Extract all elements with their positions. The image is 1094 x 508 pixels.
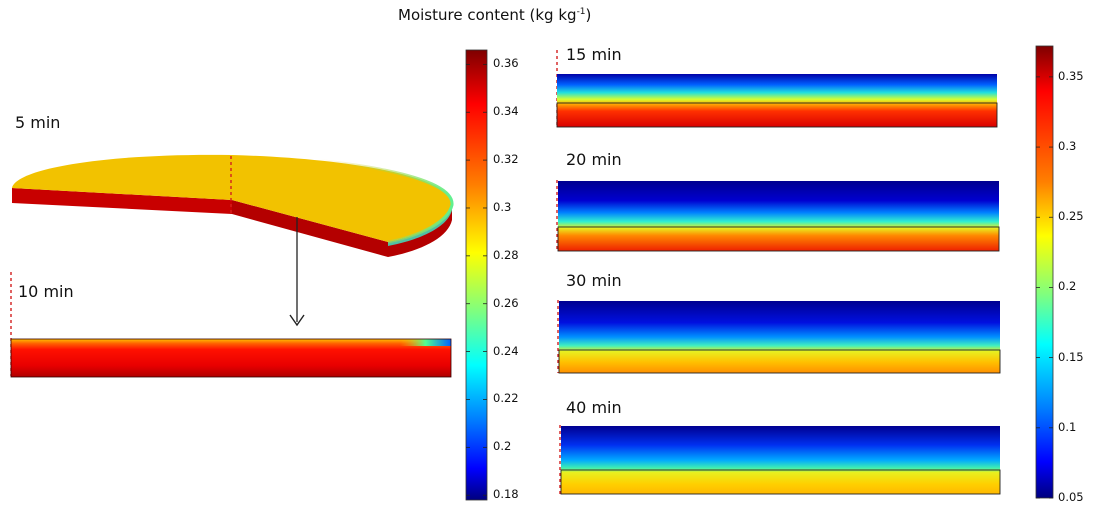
- slab-20-min: [556, 180, 1000, 252]
- label-30-min: 30 min: [566, 271, 622, 290]
- colorbar-left-tick-label: 0.24: [493, 343, 519, 358]
- slab-40-min: [559, 425, 1001, 495]
- colorbar-left-tick-label: 0.22: [493, 391, 519, 406]
- slab-40-body: [561, 426, 1000, 494]
- colorbar-right-tick-label: 0.05: [1058, 490, 1084, 504]
- colorbar-left: [465, 49, 488, 501]
- title-text: Moisture content (kg kg: [398, 6, 577, 24]
- slab-30-lower-box: [558, 349, 1001, 374]
- figure-title: Moisture content (kg kg-1): [398, 6, 591, 24]
- colorbar-right: [1035, 45, 1054, 499]
- slab-30-min: [557, 300, 1001, 374]
- colorbar-right-tick-label: 0.1: [1058, 419, 1077, 434]
- label-15-min: 15 min: [566, 45, 622, 64]
- colorbar-left-tick-label: 0.34: [493, 104, 519, 119]
- disc-5-min: [10, 153, 454, 327]
- colorbar-left-tick-label: 0.36: [493, 56, 519, 71]
- colorbar-left-tick-label: 0.28: [493, 247, 519, 262]
- arrow-head: [289, 314, 305, 327]
- colorbar-left-tick-label: 0.18: [493, 487, 519, 502]
- colorbar-right-tick-label: 0.35: [1058, 68, 1084, 83]
- colorbar-right-tick-label: 0.15: [1058, 349, 1084, 364]
- slab-10-outline: [10, 338, 452, 378]
- title-superscript: -1: [576, 7, 586, 17]
- colorbar-right-tick-label: 0.25: [1058, 209, 1084, 224]
- label-10-min: 10 min: [18, 282, 74, 301]
- label-40-min: 40 min: [566, 398, 622, 417]
- colorbar-left-ticks: [466, 63, 487, 496]
- disc-5-top: [12, 154, 453, 242]
- colorbar-right-ticks: [1036, 76, 1053, 499]
- slab-20-lower-box: [557, 226, 1000, 252]
- slab-15-min: [556, 50, 998, 128]
- slab-10-min: [10, 272, 452, 378]
- colorbar-right-tick-label: 0.2: [1058, 279, 1077, 294]
- slab-15-body: [557, 74, 997, 127]
- colorbar-right-bar: [1035, 45, 1054, 499]
- label-20-min: 20 min: [566, 150, 622, 169]
- disc-5-top-rim-highlight: [10, 153, 454, 244]
- colorbar-left-bar: [465, 49, 488, 501]
- colorbar-left-tick-label: 0.3: [493, 199, 512, 214]
- colorbar-left-tick-label: 0.26: [493, 295, 519, 310]
- disc-5-side-left: [12, 188, 232, 214]
- colorbar-left-tick-label: 0.2: [493, 439, 512, 454]
- slab-10-tip: [400, 339, 451, 346]
- slab-15-lower-box: [556, 102, 998, 128]
- title-suffix: ): [585, 6, 592, 24]
- slab-10-body: [11, 339, 451, 377]
- colorbar-right-tick-label: 0.3: [1058, 139, 1077, 154]
- slab-40-lower-box: [560, 469, 1001, 495]
- colorbar-left-tick-label: 0.32: [493, 152, 519, 167]
- slab-20-body: [558, 181, 999, 251]
- label-5-min: 5 min: [15, 113, 61, 132]
- slab-30-body: [559, 301, 1000, 373]
